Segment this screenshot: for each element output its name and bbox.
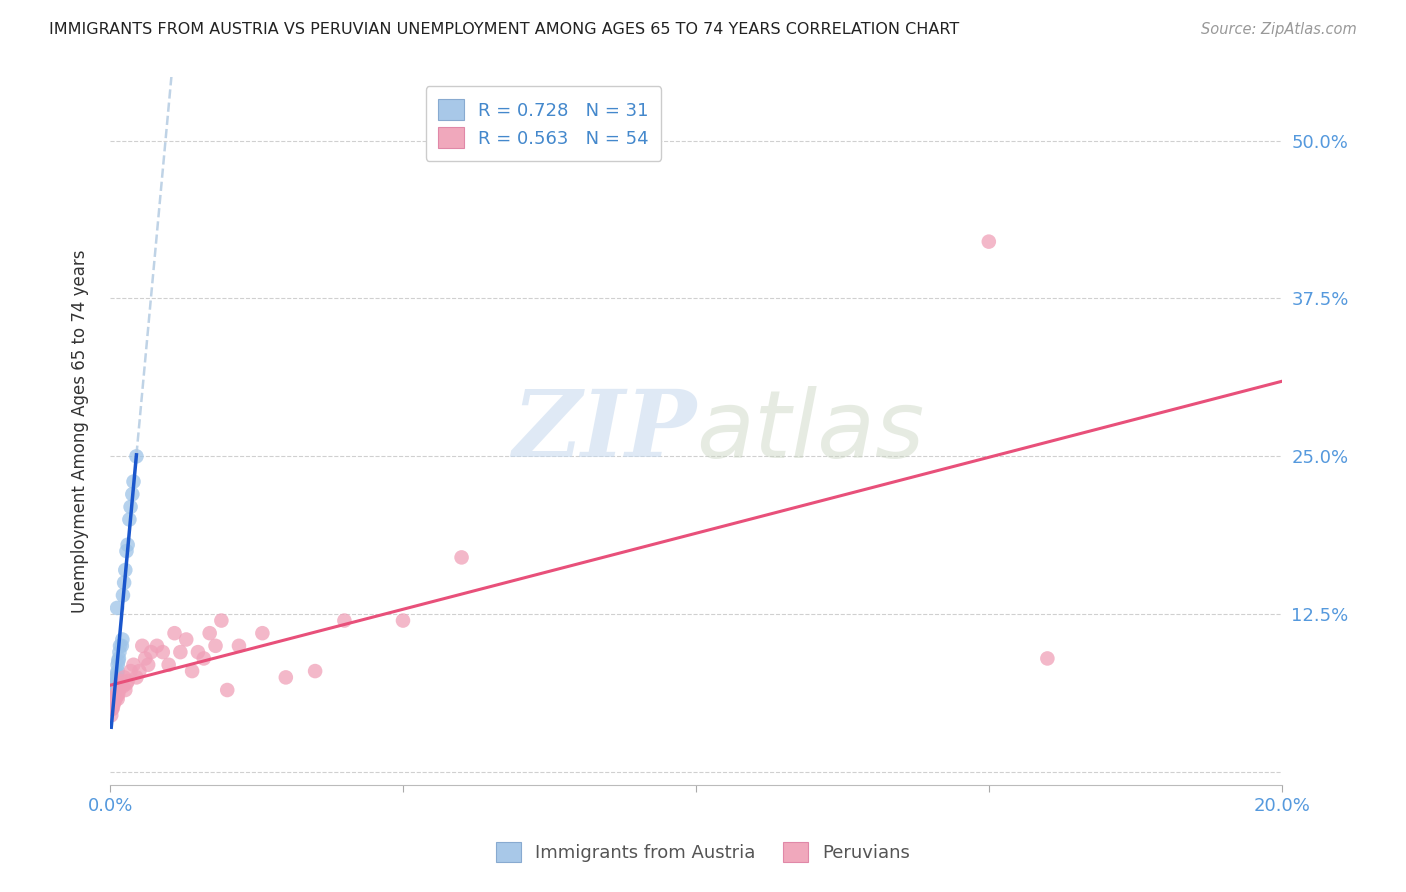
- Point: [110, 679, 132, 693]
- Point: [108, 645, 131, 659]
- Point: [103, 696, 125, 710]
- Point: [193, 651, 215, 665]
- Text: IMMIGRANTS FROM AUSTRIA VS PERUVIAN UNEMPLOYMENT AMONG AGES 65 TO 74 YEARS CORRE: IMMIGRANTS FROM AUSTRIA VS PERUVIAN UNEM…: [49, 22, 959, 37]
- Point: [120, 500, 142, 514]
- Point: [204, 639, 226, 653]
- Point: [104, 691, 127, 706]
- Point: [174, 632, 197, 647]
- Point: [115, 544, 138, 558]
- Point: [122, 657, 145, 672]
- Point: [111, 632, 134, 647]
- Point: [198, 626, 221, 640]
- Point: [187, 645, 209, 659]
- Point: [121, 487, 143, 501]
- Point: [104, 690, 127, 704]
- Point: [101, 702, 124, 716]
- Point: [104, 676, 127, 690]
- Point: [392, 614, 415, 628]
- Point: [181, 664, 204, 678]
- Point: [107, 664, 129, 678]
- Point: [108, 639, 131, 653]
- Point: [108, 651, 131, 665]
- Point: [217, 683, 239, 698]
- Point: [120, 664, 142, 678]
- Text: atlas: atlas: [696, 385, 924, 476]
- Point: [114, 683, 136, 698]
- Point: [108, 676, 131, 690]
- Point: [131, 639, 153, 653]
- Point: [105, 601, 128, 615]
- Point: [169, 645, 191, 659]
- Point: [117, 674, 139, 689]
- Point: [104, 683, 127, 698]
- Legend: Immigrants from Austria, Peruvians: Immigrants from Austria, Peruvians: [488, 834, 918, 870]
- Point: [252, 626, 274, 640]
- Point: [107, 691, 129, 706]
- Point: [125, 670, 148, 684]
- Text: ZIP: ZIP: [512, 386, 696, 476]
- Point: [103, 687, 125, 701]
- Point: [1036, 651, 1059, 665]
- Point: [101, 702, 124, 716]
- Point: [110, 676, 132, 690]
- Point: [101, 696, 124, 710]
- Point: [163, 626, 186, 640]
- Point: [114, 563, 136, 577]
- Point: [100, 708, 122, 723]
- Point: [107, 654, 129, 668]
- Point: [104, 691, 127, 706]
- Point: [111, 674, 134, 689]
- Point: [152, 645, 174, 659]
- Point: [107, 687, 129, 701]
- Point: [112, 670, 135, 684]
- Point: [136, 657, 159, 672]
- Point: [111, 639, 134, 653]
- Point: [107, 657, 129, 672]
- Point: [977, 235, 1000, 249]
- Point: [146, 639, 169, 653]
- Point: [128, 664, 150, 678]
- Point: [333, 614, 356, 628]
- Point: [104, 685, 127, 699]
- Point: [101, 699, 124, 714]
- Point: [104, 679, 127, 693]
- Point: [105, 687, 128, 701]
- Point: [134, 651, 156, 665]
- Point: [103, 691, 125, 706]
- Point: [274, 670, 297, 684]
- Point: [105, 670, 128, 684]
- Point: [450, 550, 472, 565]
- Point: [228, 639, 250, 653]
- Point: [100, 702, 122, 716]
- Point: [115, 676, 138, 690]
- Point: [111, 588, 134, 602]
- Point: [117, 538, 139, 552]
- Point: [101, 690, 124, 704]
- Legend: R = 0.728   N = 31, R = 0.563   N = 54: R = 0.728 N = 31, R = 0.563 N = 54: [426, 87, 661, 161]
- Y-axis label: Unemployment Among Ages 65 to 74 years: Unemployment Among Ages 65 to 74 years: [72, 250, 89, 613]
- Point: [118, 512, 141, 526]
- Point: [122, 475, 145, 489]
- Point: [103, 696, 125, 710]
- Point: [111, 679, 134, 693]
- Point: [112, 575, 135, 590]
- Point: [157, 657, 180, 672]
- Point: [108, 683, 131, 698]
- Point: [108, 679, 131, 693]
- Point: [304, 664, 326, 678]
- Point: [104, 674, 127, 689]
- Point: [209, 614, 232, 628]
- Point: [105, 690, 128, 704]
- Point: [105, 666, 128, 681]
- Text: Source: ZipAtlas.com: Source: ZipAtlas.com: [1201, 22, 1357, 37]
- Point: [125, 450, 148, 464]
- Point: [139, 645, 162, 659]
